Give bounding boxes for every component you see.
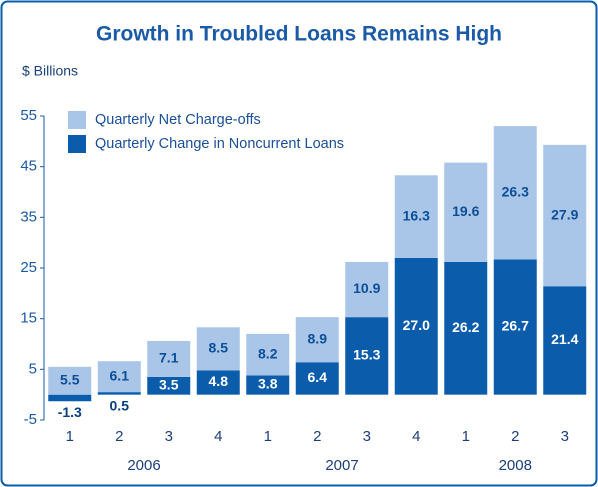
data-label: 16.3 (403, 207, 430, 223)
data-label: 19.6 (452, 203, 479, 219)
data-label: 0.5 (110, 397, 130, 413)
bar-segment (444, 162, 488, 262)
bar-segment (97, 392, 141, 395)
x-group-label: 2008 (499, 457, 532, 474)
x-group-label: 2006 (127, 457, 160, 474)
bar-segment (295, 317, 339, 363)
bar-segment (48, 366, 92, 395)
data-label: 4.8 (209, 373, 229, 389)
bar-segment (147, 340, 191, 377)
legend-swatch (68, 135, 86, 153)
bar-segment (48, 394, 92, 402)
data-label: 3.8 (258, 376, 278, 392)
x-tick-label: 1 (462, 428, 470, 445)
x-tick-label: 3 (363, 428, 371, 445)
bar-segment (543, 144, 587, 287)
data-label: 8.9 (308, 330, 328, 346)
data-label: 8.2 (258, 345, 278, 361)
data-label: 27.9 (551, 206, 578, 222)
data-label: 26.7 (502, 318, 529, 334)
data-label: 6.4 (308, 369, 328, 385)
x-tick-label: 3 (165, 428, 173, 445)
y-tick-label: 5 (29, 360, 37, 377)
bar-segment (543, 286, 587, 395)
bar-segment (97, 361, 141, 393)
x-tick-label: 1 (264, 428, 272, 445)
data-label: 7.1 (159, 350, 179, 366)
x-tick-label: 4 (412, 428, 420, 445)
legend-label: Quarterly Net Charge-offs (95, 112, 261, 128)
y-tick-label: 55 (20, 107, 37, 124)
y-tick-label: 35 (20, 208, 37, 225)
bar-segment (196, 370, 240, 395)
data-label: 21.4 (551, 331, 578, 347)
y-tick-label: 25 (20, 259, 37, 276)
bar-segment (394, 175, 438, 258)
x-tick-label: 2 (313, 428, 321, 445)
x-tick-label: 2 (511, 428, 519, 445)
bar-segment (493, 259, 537, 395)
x-tick-label: 1 (66, 428, 74, 445)
bar-segment (196, 327, 240, 371)
data-label: 10.9 (353, 280, 380, 296)
data-label: 5.5 (60, 371, 80, 387)
x-tick-label: 2 (115, 428, 123, 445)
data-label: 8.5 (209, 340, 229, 356)
bar-segment (444, 261, 488, 395)
y-tick-label: 15 (20, 310, 37, 327)
data-label: 15.3 (353, 347, 380, 363)
bar-segment (246, 375, 290, 395)
y-axis-label: $ Billions (22, 63, 78, 79)
data-label: 27.0 (403, 317, 430, 333)
data-label: 26.3 (502, 183, 529, 199)
bar-segment (493, 126, 537, 260)
legend-label: Quarterly Change in Noncurrent Loans (95, 136, 344, 152)
x-tick-label: 4 (214, 428, 222, 445)
bar-segment (394, 257, 438, 395)
y-tick-label: -5 (24, 411, 37, 428)
bar-segment (345, 317, 389, 395)
bar-segment (246, 333, 290, 376)
data-label: 6.1 (110, 367, 130, 383)
data-label: -1.3 (58, 404, 82, 420)
bar-segment (295, 362, 339, 395)
y-tick-label: 45 (20, 158, 37, 175)
chart-title: Growth in Troubled Loans Remains High (96, 23, 502, 46)
legend-swatch (68, 111, 86, 129)
data-label: 26.2 (452, 319, 479, 335)
data-label: 3.5 (159, 377, 179, 393)
bar-segment (345, 261, 389, 318)
x-group-label: 2007 (325, 457, 358, 474)
bar-segment (147, 376, 191, 395)
x-tick-label: 3 (561, 428, 569, 445)
